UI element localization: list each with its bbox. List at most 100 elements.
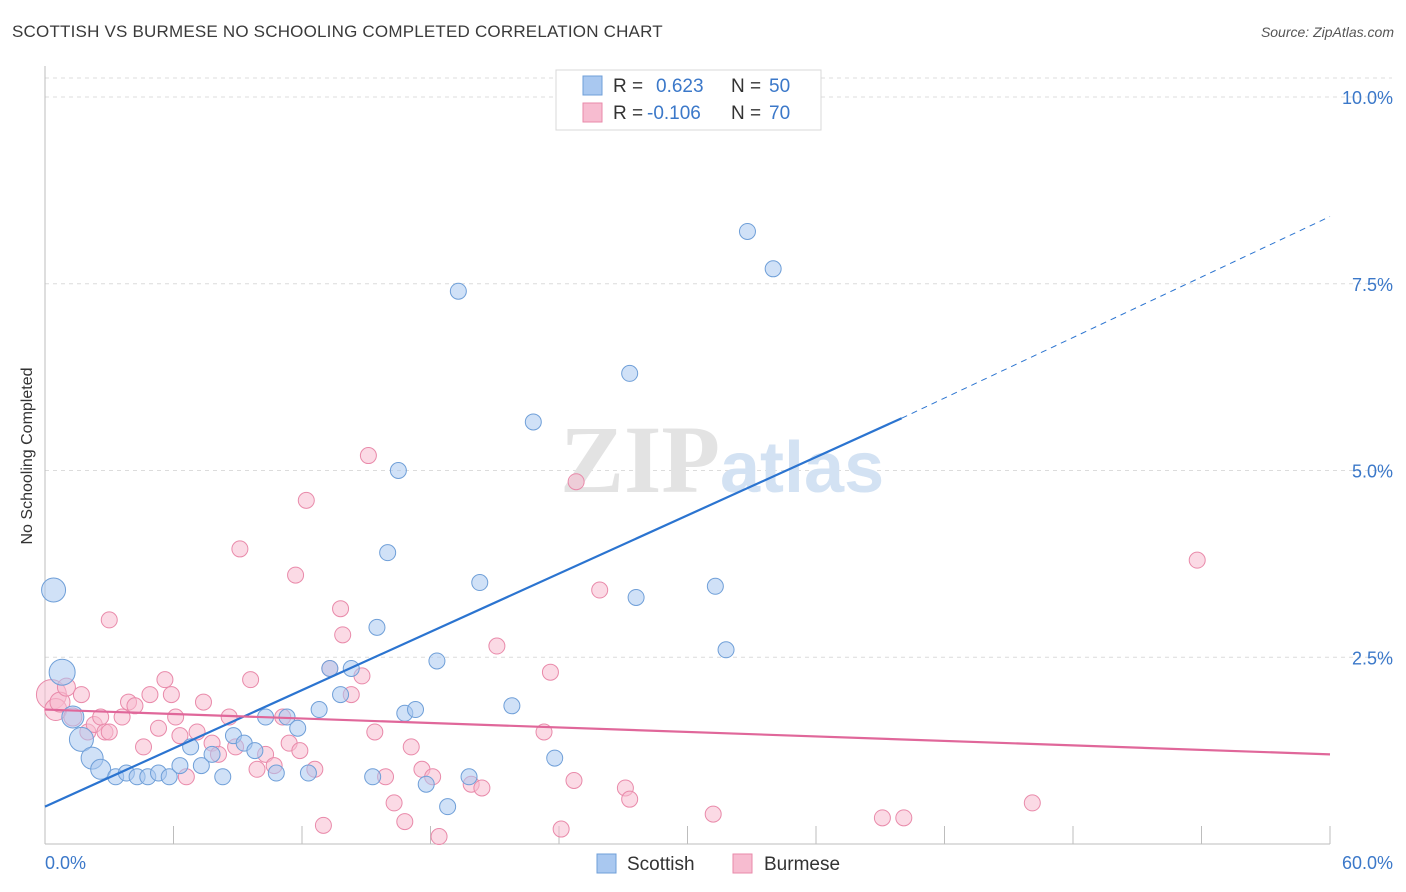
- scottish-trend-line: [44, 417, 903, 808]
- burmese-point: [591, 581, 609, 599]
- scottish-point: [68, 726, 94, 752]
- burmese-point: [430, 828, 448, 846]
- scottish-point: [503, 697, 521, 715]
- burmese-point: [541, 663, 559, 681]
- burmese-point: [287, 566, 305, 584]
- scottish-point: [90, 758, 112, 780]
- burmese-point: [167, 708, 185, 726]
- burmese-point: [297, 491, 315, 509]
- scottish-n-label: N =: [731, 76, 761, 97]
- burmese-point: [100, 723, 118, 741]
- burmese-point: [248, 760, 266, 778]
- scottish-series: [41, 222, 782, 816]
- burmese-point: [567, 473, 585, 491]
- scottish-point: [407, 701, 425, 719]
- burmese-point: [1023, 794, 1041, 812]
- burmese-point: [141, 686, 159, 704]
- scottish-point: [299, 764, 317, 782]
- burmese-point: [565, 772, 583, 790]
- burmese-point: [171, 727, 189, 745]
- burmese-point: [72, 686, 90, 704]
- scottish-point: [379, 544, 397, 562]
- source-label: Source: ZipAtlas.com: [1260, 24, 1394, 40]
- burmese-r-value: -0.106: [647, 103, 701, 124]
- stats-legend: R = 0.623 N = 50 R = -0.106 N = 70: [555, 69, 822, 131]
- burmese-point: [488, 637, 506, 655]
- burmese-point: [704, 805, 722, 823]
- burmese-point: [150, 719, 168, 737]
- scottish-point: [48, 658, 76, 686]
- legend-burmese-label: Burmese: [764, 854, 840, 875]
- gridlines: [45, 77, 1392, 658]
- scottish-point: [332, 686, 350, 704]
- burmese-point: [194, 693, 212, 711]
- burmese-point: [621, 790, 639, 808]
- scottish-point: [203, 745, 221, 763]
- y-tick-label: 7.5%: [1352, 275, 1393, 295]
- y-tick-label: 5.0%: [1352, 462, 1393, 482]
- x-tick-label: 60.0%: [1342, 853, 1393, 873]
- burmese-point: [126, 697, 144, 715]
- scottish-point: [310, 701, 328, 719]
- legend-scottish-swatch: [596, 853, 617, 874]
- burmese-legend-swatch: [582, 102, 603, 123]
- scottish-point: [738, 222, 756, 240]
- burmese-point: [396, 813, 414, 831]
- scottish-point: [627, 588, 645, 606]
- chart-title: SCOTTISH VS BURMESE NO SCHOOLING COMPLET…: [12, 22, 663, 41]
- scottish-point: [764, 260, 782, 278]
- watermark-atlas: atlas: [720, 428, 884, 508]
- burmese-point: [231, 540, 249, 558]
- burmese-point: [334, 626, 352, 644]
- burmese-point: [359, 447, 377, 465]
- scottish-point: [246, 742, 264, 760]
- scottish-point: [368, 618, 386, 636]
- burmese-trend-line: [44, 708, 1331, 756]
- burmese-point: [291, 742, 309, 760]
- scottish-point: [214, 768, 232, 786]
- scottish-point: [192, 757, 210, 775]
- scottish-point: [364, 768, 382, 786]
- burmese-point: [314, 816, 332, 834]
- scottish-point: [460, 768, 478, 786]
- burmese-point: [385, 794, 403, 812]
- legend-scottish-label: Scottish: [627, 854, 695, 875]
- scottish-point: [471, 574, 489, 592]
- burmese-point: [1188, 551, 1206, 569]
- trend-lines: [44, 216, 1331, 808]
- burmese-r-label: R =: [613, 103, 643, 124]
- burmese-point: [332, 600, 350, 618]
- burmese-point: [162, 686, 180, 704]
- burmese-point: [402, 738, 420, 756]
- scottish-point: [717, 641, 735, 659]
- legend-burmese-swatch: [732, 853, 753, 874]
- scottish-point: [417, 775, 435, 793]
- scottish-r-value: 0.623: [656, 76, 704, 97]
- series-legend: Scottish Burmese: [596, 853, 840, 875]
- burmese-point: [100, 611, 118, 629]
- scottish-point: [267, 764, 285, 782]
- burmese-point: [895, 809, 913, 827]
- y-tick-label: 2.5%: [1352, 648, 1393, 668]
- burmese-point: [473, 779, 491, 797]
- scottish-point: [621, 364, 639, 382]
- burmese-point: [873, 809, 891, 827]
- scottish-point: [389, 462, 407, 479]
- burmese-point: [135, 738, 153, 756]
- y-tick-label: 10.0%: [1342, 88, 1393, 108]
- scottish-point: [546, 749, 564, 767]
- burmese-n-value: 70: [769, 103, 790, 124]
- tick-labels: 2.5% 5.0% 7.5% 10.0% 0.0% 60.0%: [45, 88, 1393, 873]
- scottish-point: [428, 652, 446, 670]
- burmese-point: [366, 723, 384, 741]
- scottish-n-value: 50: [769, 76, 790, 97]
- scottish-trend-extension: [901, 216, 1331, 419]
- scottish-legend-swatch: [582, 75, 603, 96]
- watermark-zip: ZIP: [560, 406, 720, 513]
- scottish-r-label: R =: [613, 76, 643, 97]
- scottish-point: [160, 768, 178, 786]
- scottish-point: [449, 282, 467, 300]
- scottish-point: [289, 719, 307, 737]
- burmese-n-label: N =: [731, 103, 761, 124]
